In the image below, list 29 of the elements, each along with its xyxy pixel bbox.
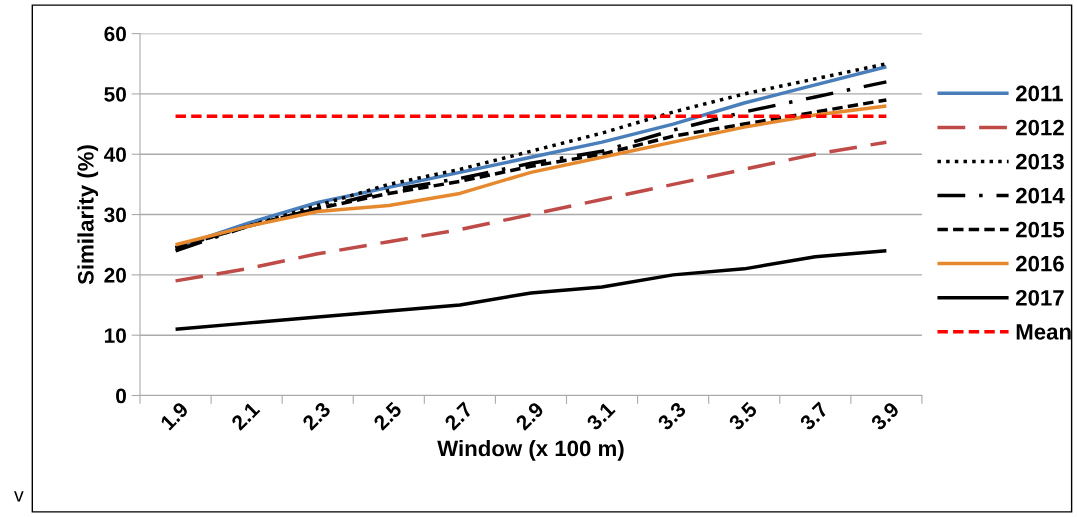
x-tick-label: 3.7 bbox=[798, 401, 829, 432]
x-tick-label: 3.3 bbox=[656, 401, 687, 432]
x-tick-label: 2.9 bbox=[514, 401, 545, 432]
x-tick-label: 1.9 bbox=[159, 401, 190, 431]
y-tick-label: 0 bbox=[116, 388, 126, 404]
y-tick-label: 10 bbox=[104, 328, 126, 343]
legend-label: 2017 bbox=[1016, 289, 1064, 306]
x-tick-label: 3.5 bbox=[727, 401, 759, 432]
x-tick-label: 2.5 bbox=[372, 401, 403, 432]
text: v bbox=[14, 491, 24, 502]
x-tick-label: 3.1 bbox=[585, 401, 616, 432]
y-axis-title: Similarity (%) bbox=[77, 145, 99, 285]
y-tick-label: 50 bbox=[104, 86, 126, 102]
x-tick-label: 2.7 bbox=[443, 401, 474, 431]
legend-label: 2011 bbox=[1016, 85, 1063, 102]
legend-label: 2014 bbox=[1016, 187, 1065, 204]
legend-label: 2012 bbox=[1016, 119, 1064, 136]
y-tick-label: 30 bbox=[104, 207, 126, 223]
x-tick-label: 2.3 bbox=[301, 401, 332, 432]
y-tick-label: 40 bbox=[103, 147, 126, 162]
legend-label: 2013 bbox=[1016, 153, 1064, 170]
x-tick-label: 3.9 bbox=[869, 401, 901, 432]
legend-label: 2016 bbox=[1016, 255, 1064, 272]
y-tick-label: 60 bbox=[104, 26, 126, 42]
y-tick-label: 20 bbox=[104, 267, 126, 283]
x-tick-label: 2.1 bbox=[230, 401, 261, 431]
legend-label: Mean bbox=[1016, 324, 1071, 340]
legend-label: 2015 bbox=[1016, 221, 1065, 238]
x-axis-title: Window (x 100 m) bbox=[437, 439, 624, 461]
